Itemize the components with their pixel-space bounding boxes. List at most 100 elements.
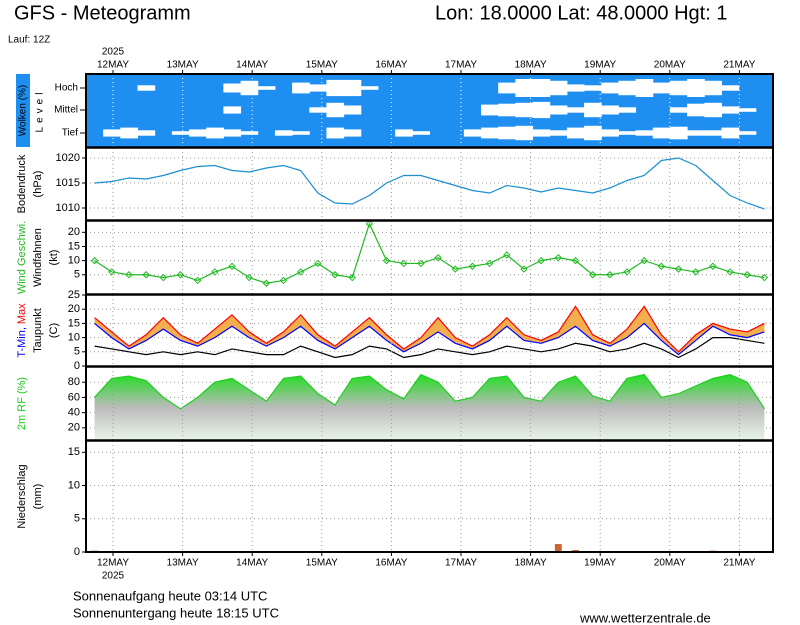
x-tick-label: 12MAY — [97, 558, 129, 569]
cloud-cover — [326, 79, 345, 97]
cloud-cover — [601, 82, 619, 94]
series-marker — [193, 276, 202, 285]
axis-label-part: Niederschlag — [16, 464, 28, 528]
x-tick-label: 18MAY — [515, 60, 547, 71]
cloud-cover — [532, 129, 551, 137]
precip-bar — [554, 544, 562, 552]
cloud-cover — [343, 129, 362, 137]
cloud-cover — [704, 80, 722, 96]
cloud-cover — [721, 85, 740, 91]
x-tick-label: 21MAY — [723, 60, 755, 71]
y-tick-label: 15 — [68, 317, 80, 329]
series-marker — [640, 256, 648, 265]
cloud-cover — [103, 129, 121, 137]
level-name: Hoch — [55, 83, 78, 94]
series-marker — [211, 268, 219, 276]
series-marker — [674, 265, 683, 273]
series-marker — [709, 262, 717, 270]
series-line — [94, 157, 765, 210]
y-tick-label: 80 — [68, 376, 80, 388]
y-tick-label: 15 — [68, 240, 80, 252]
cloud-cover — [481, 104, 499, 116]
x-tick-label: 20MAY — [654, 558, 686, 569]
cloud-cover — [687, 130, 705, 136]
cloud-cover — [704, 102, 722, 118]
x-tick-label: 19MAY — [584, 558, 616, 569]
cloud-cover — [309, 84, 327, 92]
x-tick-label: 21MAY — [723, 558, 755, 569]
x-tick-label: 20MAY — [654, 60, 686, 71]
x-tick-label: 14MAY — [236, 60, 268, 71]
y-tick-label: 60 — [68, 391, 80, 403]
series-marker — [571, 256, 580, 265]
series-marker — [262, 279, 271, 287]
series-marker — [760, 273, 769, 282]
x-tick-label: 16MAY — [375, 558, 407, 569]
cloud-cover — [687, 103, 705, 117]
cloud-cover — [618, 80, 637, 96]
cloud-cover — [309, 107, 327, 113]
series-marker — [537, 256, 545, 265]
axis-label-part: Max — [16, 303, 28, 324]
axis-label-part: Bodendruck — [16, 154, 28, 213]
y-tick-label: 1015 — [56, 177, 80, 189]
cloud-cover — [532, 101, 551, 119]
cloud-cover — [463, 129, 482, 137]
location: Lon: 18.0000 Lat: 48.0000 Hgt: 1 — [435, 2, 727, 24]
series-marker — [245, 273, 253, 282]
axis-label-part: (mm) — [32, 484, 44, 510]
sunrise: Sonnenaufgang heute 03:14 UTC — [73, 588, 267, 603]
cloud-cover — [549, 130, 568, 136]
cloud-cover — [566, 107, 585, 113]
y-tick-label: 1020 — [56, 152, 80, 164]
cloud-cover — [669, 107, 688, 113]
cloud-cover — [669, 126, 688, 140]
cloud-cover — [601, 129, 619, 137]
cloud-cover — [601, 105, 619, 115]
cloud-cover — [189, 129, 207, 137]
series-marker — [434, 254, 442, 262]
axis-label-part: (C) — [48, 323, 60, 338]
level-name: Tief — [62, 128, 79, 139]
site: www.wetterzentrale.de — [579, 610, 711, 625]
cloud-cover — [566, 127, 585, 139]
series-marker — [142, 271, 150, 279]
axis-label: Niederschlag — [16, 464, 28, 528]
axis-label: (hPa) — [32, 171, 44, 198]
x-tick-label: 12MAY — [97, 60, 129, 71]
axis-label-part: Wind Geschwi. — [16, 221, 28, 294]
x-tick-label: 15MAY — [306, 60, 338, 71]
x-tick-label: 14MAY — [236, 558, 268, 569]
axis-label: T-Min, Max — [16, 303, 28, 358]
cloud-cover — [292, 82, 310, 94]
series-marker — [125, 271, 133, 279]
x-tick-label: 13MAY — [167, 60, 199, 71]
cloud-cover — [223, 106, 242, 114]
title: GFS - Meteogramm — [14, 2, 191, 24]
y-tick-label: 5 — [74, 346, 80, 358]
cloud-cover — [292, 131, 310, 135]
cloud-cover — [137, 130, 156, 136]
cloud-cover — [240, 131, 259, 135]
series-marker — [417, 259, 425, 268]
series-marker — [348, 273, 356, 282]
series-marker — [743, 271, 751, 279]
series-marker — [606, 271, 614, 279]
y-tick-label: 20 — [68, 422, 80, 434]
y-tick-label: 20 — [68, 303, 80, 315]
axis-label: (mm) — [32, 484, 44, 510]
axis-label-part: (kt) — [48, 250, 60, 266]
series-marker — [331, 271, 339, 279]
cloud-cover — [532, 79, 551, 97]
axis-label: 2m RF (%) — [16, 377, 28, 430]
series-line — [94, 373, 765, 410]
temp-band — [94, 306, 765, 355]
cloud-cover — [704, 130, 722, 136]
cloud-cover — [137, 85, 156, 91]
cloud-cover — [515, 125, 534, 141]
cloud-cover — [652, 82, 671, 94]
cloud-cover — [171, 131, 190, 135]
cloud-cover — [549, 80, 568, 96]
x-tick-label: 18MAY — [515, 558, 547, 569]
cloud-cover — [584, 125, 602, 141]
